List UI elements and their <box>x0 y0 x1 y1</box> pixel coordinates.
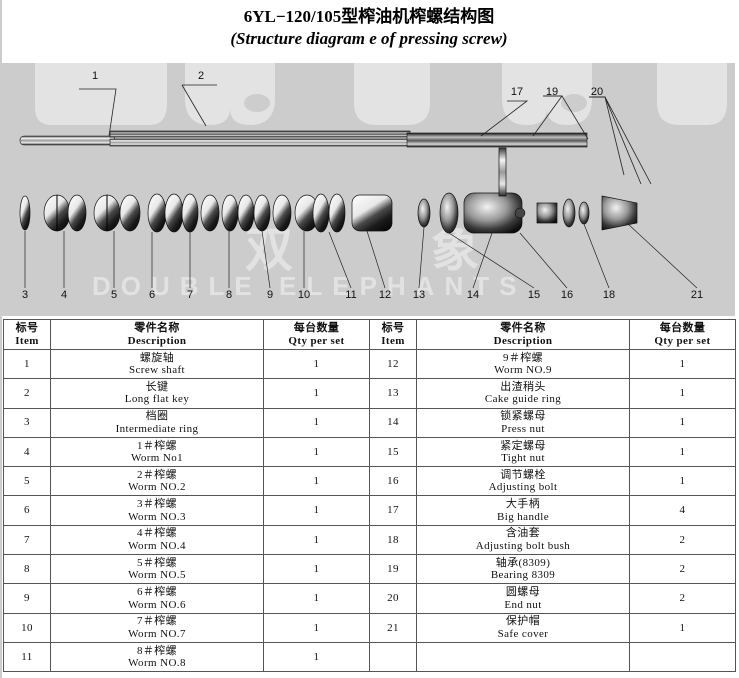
svg-text:7: 7 <box>187 289 193 301</box>
svg-text:16: 16 <box>561 289 573 301</box>
svg-text:20: 20 <box>591 86 603 98</box>
svg-text:2: 2 <box>198 70 204 82</box>
svg-text:12: 12 <box>379 289 391 301</box>
svg-text:1: 1 <box>92 70 98 82</box>
svg-text:9: 9 <box>267 289 273 301</box>
svg-text:15: 15 <box>528 289 540 301</box>
svg-text:10: 10 <box>298 289 310 301</box>
svg-text:6: 6 <box>149 289 155 301</box>
svg-text:11: 11 <box>345 289 356 301</box>
svg-text:5: 5 <box>111 289 117 301</box>
svg-text:13: 13 <box>413 289 425 301</box>
svg-text:21: 21 <box>691 289 703 301</box>
svg-text:19: 19 <box>546 86 558 98</box>
svg-text:4: 4 <box>61 289 67 301</box>
svg-text:18: 18 <box>603 289 615 301</box>
svg-text:双: 双 <box>245 224 293 277</box>
svg-text:3: 3 <box>22 289 28 301</box>
svg-text:14: 14 <box>467 289 479 301</box>
svg-text:17: 17 <box>511 86 523 98</box>
svg-text:8: 8 <box>226 289 232 301</box>
